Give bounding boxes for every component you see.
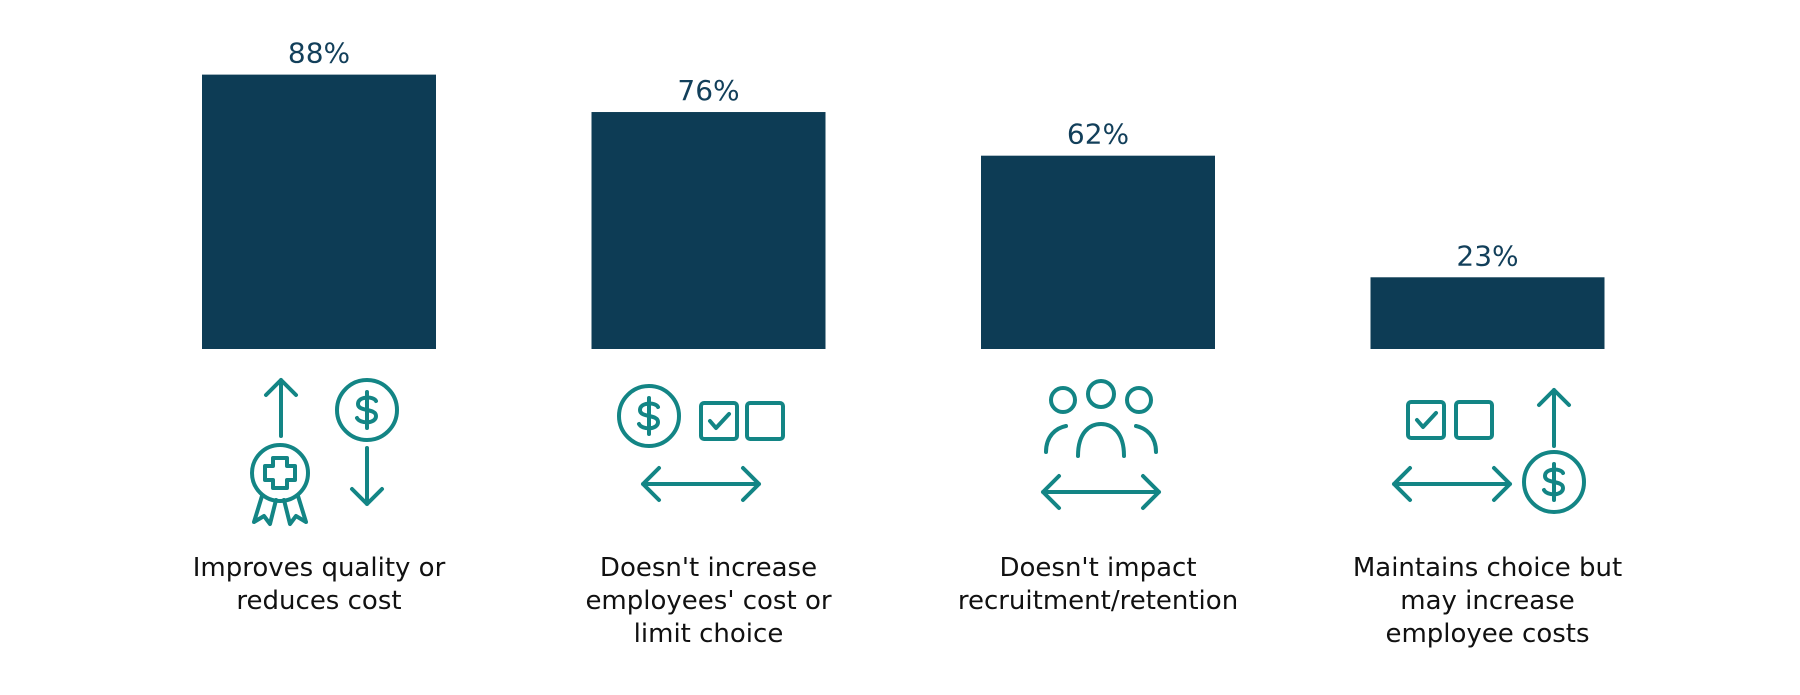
icon-quality-cost bbox=[250, 378, 399, 526]
category-label: Doesn't impact recruitment/retention bbox=[957, 553, 1239, 616]
category-label: Improves quality or reduces cost bbox=[192, 553, 446, 616]
value-label: 76% bbox=[677, 74, 739, 107]
bar bbox=[981, 155, 1215, 349]
icon-recruitment bbox=[1041, 379, 1161, 510]
bar bbox=[202, 74, 436, 349]
value-label: 88% bbox=[288, 37, 350, 70]
category-label: Maintains choice but may increase employ… bbox=[1352, 553, 1623, 649]
value-label: 62% bbox=[1067, 118, 1129, 151]
icon-choice-costs bbox=[1392, 388, 1586, 514]
category-label: Doesn't increase employees' cost or limi… bbox=[585, 553, 832, 649]
icon-cost-choice bbox=[617, 384, 785, 502]
value-label: 23% bbox=[1456, 239, 1518, 272]
bar bbox=[1370, 277, 1605, 349]
bar bbox=[591, 112, 826, 349]
